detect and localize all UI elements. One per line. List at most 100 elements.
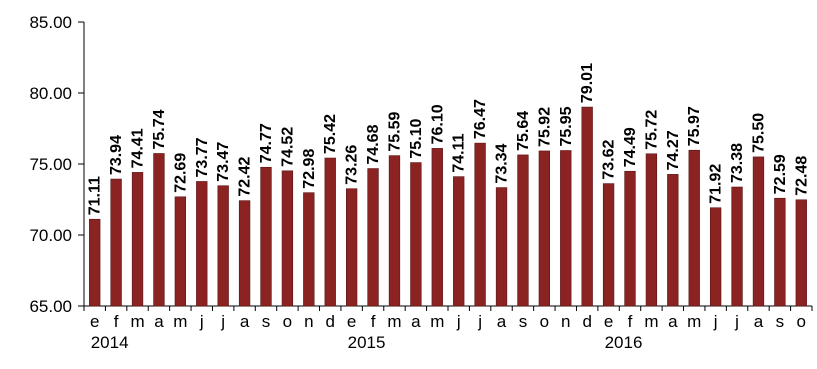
bar [560,150,572,307]
bar-value-label: 71.11 [87,176,104,215]
month-label: e [90,312,99,331]
bar [538,150,551,307]
month-label: n [561,312,570,331]
month-label: m [687,312,701,331]
month-label: j [456,312,461,331]
bar-value-label: 75.92 [536,107,553,147]
bar-value-label: 75.50 [750,113,767,153]
bar-value-label: 75.42 [322,114,339,154]
y-tick-label: 70.00 [29,226,72,245]
year-label: 2014 [91,333,129,352]
bar [388,155,401,307]
bar-value-label: 73.62 [601,139,618,179]
bar-value-label: 75.95 [558,106,575,146]
month-label: d [326,312,335,331]
bar [581,106,593,307]
y-axis: 65.00 70.00 75.00 80.00 85.00 [29,13,85,316]
bar-value-label: 76.10 [429,104,446,144]
bar [281,170,294,307]
y-tick-label: 80.00 [29,84,72,103]
bar-value-label: 75.10 [408,118,425,158]
bar [153,153,165,307]
y-tick-label: 85.00 [29,13,72,32]
bar-value-label: 73.47 [215,142,232,182]
month-label: m [173,312,187,331]
month-label: a [668,312,678,331]
month-label: m [130,312,144,331]
bar-value-label: 74.11 [451,133,468,172]
month-label: o [797,312,806,331]
month-label: f [628,312,633,331]
month-label: s [776,312,785,331]
bar [110,178,122,307]
bar [196,181,208,307]
bar [131,172,144,307]
bar-value-label: 72.69 [172,153,189,193]
bar [367,168,379,307]
bar [324,157,336,307]
bar-value-label: 74.27 [665,130,682,170]
bar [431,148,443,307]
bar-value-label: 76.47 [472,99,489,139]
month-label: j [220,312,225,331]
month-label: a [497,312,507,331]
bar [645,153,658,307]
month-label: a [411,312,421,331]
month-label: m [644,312,658,331]
bar [495,187,508,307]
bar-value-label: 72.98 [301,149,318,189]
bar-value-label: 73.26 [344,145,361,185]
bar [453,176,465,307]
bar [774,197,786,307]
bar [731,186,743,307]
bar [217,185,229,307]
bar-value-label: 73.38 [729,143,746,183]
bar-value-label: 75.72 [643,110,660,150]
bar-value-label: 72.42 [237,156,254,196]
month-label: a [754,312,764,331]
bar [688,149,700,307]
month-label: j [477,312,482,331]
bar-value-label: 71.92 [708,164,725,204]
bar [624,170,636,307]
month-label: j [734,312,739,331]
month-label: o [540,312,549,331]
bar [667,174,679,307]
bar [174,196,187,307]
y-tick-label: 75.00 [29,155,72,174]
y-tick-label: 65.00 [29,297,72,316]
month-label: e [347,312,356,331]
bar-value-label: 73.94 [108,135,125,175]
bar [795,199,807,307]
month-label: d [582,312,591,331]
month-label: s [262,312,271,331]
month-label: j [713,312,718,331]
bar [260,166,272,307]
bar [410,162,422,307]
bar [517,154,529,307]
month-label: s [519,312,528,331]
bar-value-label: 75.59 [386,111,403,151]
bar-value-label: 73.77 [194,137,211,177]
bar-value-label: 75.64 [515,111,532,151]
bar-value-label: 72.59 [772,154,789,194]
bar-value-label: 74.41 [130,128,147,168]
month-label: f [371,312,376,331]
month-label: m [387,312,401,331]
bar-value-label: 73.34 [494,143,511,183]
bar-value-label: 74.68 [365,124,382,164]
month-label: m [430,312,444,331]
month-label: f [114,312,119,331]
bar-value-label: 72.48 [793,156,810,196]
month-label: n [304,312,313,331]
bar-value-label: 74.77 [258,123,275,163]
month-label: o [283,312,292,331]
bar-value-label: 74.49 [622,127,639,167]
year-label: 2016 [605,333,643,352]
bar [709,207,722,307]
bar [89,218,101,307]
bar [752,156,765,307]
